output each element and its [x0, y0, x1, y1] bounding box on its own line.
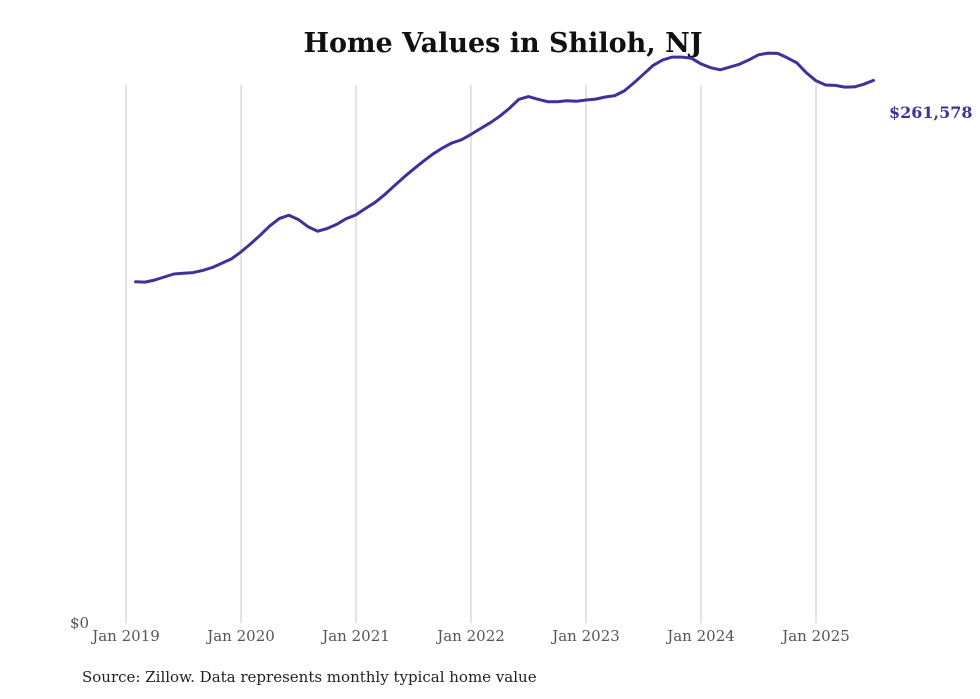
end-value-label: $261,578: [889, 103, 973, 122]
y-axis-zero-label: $0: [70, 614, 89, 632]
x-tick-label: Jan 2024: [665, 627, 735, 645]
grid-lines: [125, 85, 817, 623]
x-tick-label: Jan 2025: [780, 627, 850, 645]
x-axis: Jan 2019 Jan 2020 Jan 2021 Jan 2022 Jan 2023…: [90, 627, 850, 645]
series-line: [134, 51, 875, 284]
x-tick-label: Jan 2021: [320, 627, 390, 645]
x-tick-label: Jan 2020: [205, 627, 275, 645]
series-layer: [134, 51, 875, 284]
x-tick-label: Jan 2023: [550, 627, 620, 645]
x-tick-label: Jan 2019: [90, 627, 160, 645]
x-tick-label: Jan 2022: [435, 627, 505, 645]
chart-title: Home Values in Shiloh, NJ: [303, 28, 703, 59]
source-note: Source: Zillow. Data represents monthly …: [82, 668, 537, 686]
